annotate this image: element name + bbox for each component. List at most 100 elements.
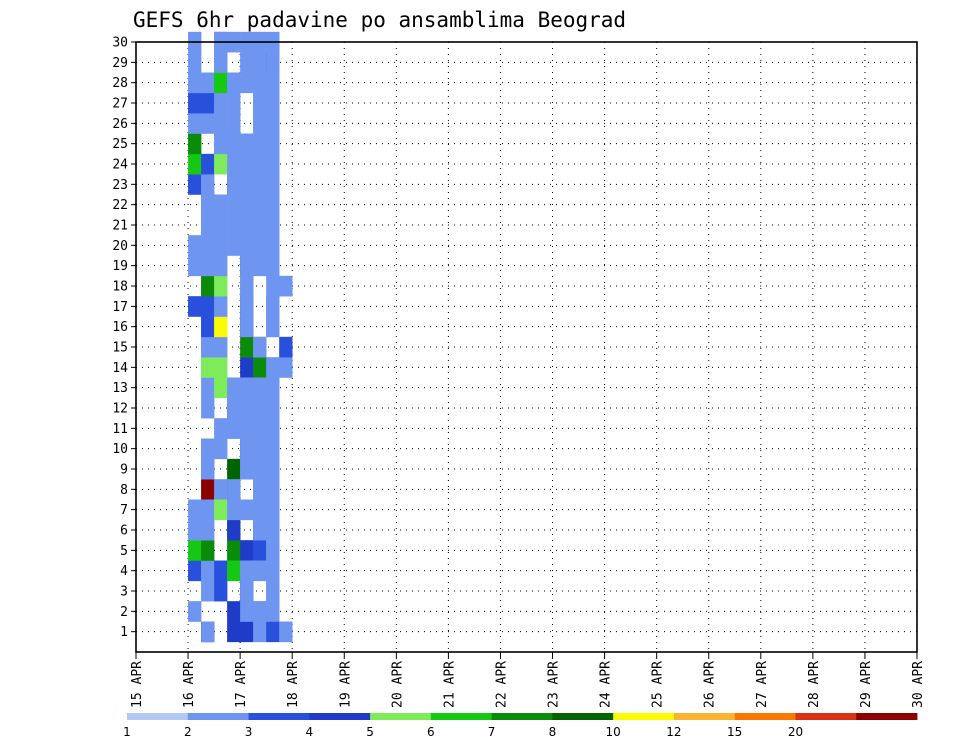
heatmap-cell — [214, 72, 228, 94]
heatmap-cell — [253, 540, 267, 561]
heatmap-cell — [240, 316, 254, 338]
heatmap-cell — [240, 458, 254, 480]
heatmap-cell — [240, 235, 254, 256]
heatmap-cell — [266, 214, 280, 236]
heatmap-cell — [201, 560, 215, 582]
colorbar-swatch — [795, 713, 857, 720]
heatmap-cell — [201, 174, 215, 195]
colorbar-label: 8 — [549, 725, 557, 739]
heatmap-cell — [201, 479, 215, 500]
heatmap-cell — [201, 540, 215, 561]
heatmap-cell — [227, 235, 241, 256]
colorbar-swatch — [187, 713, 249, 720]
y-tick-label: 15 — [112, 341, 128, 356]
heatmap-cell — [227, 499, 241, 521]
heatmap-cell — [188, 113, 202, 134]
heatmap-cell — [240, 580, 254, 602]
y-tick-label: 16 — [112, 320, 128, 335]
colorbar-swatch — [370, 713, 432, 720]
heatmap-cell — [201, 621, 215, 643]
heatmap-cell — [266, 316, 280, 338]
heatmap-cell — [214, 153, 228, 175]
heatmap-cell — [253, 499, 267, 521]
heatmap-cell — [188, 255, 202, 277]
heatmap-cell — [227, 214, 241, 236]
heatmap-cell — [253, 214, 267, 236]
colorbar-label: 1 — [123, 725, 131, 739]
heatmap-cell — [253, 418, 267, 439]
heatmap-cell — [266, 601, 280, 622]
heatmap-cell — [240, 72, 254, 94]
heatmap-cell — [266, 560, 280, 582]
y-tick-label: 10 — [112, 442, 128, 457]
heatmap-cell — [266, 397, 280, 419]
x-tick-label: 20 APR — [390, 661, 405, 708]
heatmap-cell — [201, 113, 215, 134]
heatmap-cell — [227, 72, 241, 94]
heatmap-cell — [240, 214, 254, 236]
heatmap-cell — [253, 458, 267, 480]
x-tick-label: 23 APR — [547, 661, 562, 708]
heatmap-cell — [188, 52, 202, 73]
y-tick-label: 4 — [120, 564, 128, 579]
heatmap-cell — [227, 194, 241, 216]
heatmap-cell — [266, 52, 280, 73]
colorbar-label: 4 — [305, 725, 313, 739]
y-tick-label: 2 — [120, 605, 128, 620]
y-tick-label: 1 — [120, 625, 128, 640]
heatmap-cell — [201, 275, 215, 297]
heatmap-cell — [240, 621, 254, 643]
x-tick-label: 15 APR — [130, 661, 145, 708]
colorbar-label: 2 — [184, 725, 192, 739]
heatmap-cell — [227, 540, 241, 561]
heatmap-cell — [227, 601, 241, 622]
x-tick-label: 24 APR — [599, 661, 614, 708]
heatmap-cell — [253, 235, 267, 256]
y-tick-label: 9 — [120, 463, 128, 478]
heatmap-cell — [240, 194, 254, 216]
heatmap-cell — [227, 621, 241, 643]
heatmap-cell — [214, 113, 228, 134]
x-tick-label: 22 APR — [494, 661, 509, 708]
y-tick-label: 11 — [112, 422, 128, 437]
heatmap-cell — [201, 397, 215, 419]
heatmap-cell — [214, 316, 228, 338]
heatmap-cell — [279, 621, 293, 643]
colorbar-swatch — [309, 713, 371, 720]
y-tick-label: 27 — [112, 97, 128, 112]
heatmap-cell — [253, 92, 267, 114]
heatmap-cell — [266, 235, 280, 256]
heatmap-cell — [188, 72, 202, 94]
colorbar-label: 15 — [727, 725, 742, 739]
x-tick-label: 26 APR — [703, 661, 718, 708]
heatmap-cell — [188, 235, 202, 256]
colorbar-swatch — [430, 713, 493, 720]
heatmap-cell — [188, 153, 202, 175]
heatmap-cell — [201, 153, 215, 175]
heatmap-cell — [214, 377, 228, 399]
heatmap-cell — [253, 153, 267, 175]
heatmap-cell — [214, 133, 228, 155]
heatmap-cell — [266, 174, 280, 195]
heatmap-cell — [240, 336, 254, 358]
heatmap-cell — [266, 519, 280, 541]
heatmap-cell — [188, 519, 202, 541]
heatmap-cell — [279, 275, 293, 297]
heatmap-cell — [188, 133, 202, 155]
heatmap-cell — [214, 580, 228, 602]
y-tick-label: 6 — [120, 524, 128, 539]
heatmap-cell — [214, 336, 228, 358]
colorbar-swatch — [856, 713, 918, 720]
heatmap-cell — [201, 357, 215, 378]
heatmap-cell — [266, 113, 280, 134]
heatmap-cell — [214, 499, 228, 521]
heatmap-cell — [214, 296, 228, 317]
heatmap-cell — [201, 72, 215, 94]
heatmap-cell — [201, 92, 215, 114]
y-tick-label: 18 — [112, 280, 128, 295]
y-tick-label: 23 — [112, 178, 128, 193]
heatmap-cell — [279, 357, 293, 378]
heatmap-cell — [201, 499, 215, 521]
heatmap-cell — [240, 540, 254, 561]
heatmap-cell — [227, 418, 241, 439]
